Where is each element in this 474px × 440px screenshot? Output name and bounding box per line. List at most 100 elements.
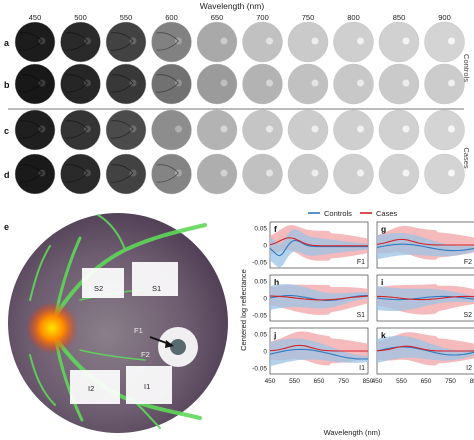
fundus-image	[424, 21, 465, 63]
retina-vessels	[29, 214, 207, 429]
panel-letter-e: e	[4, 222, 9, 232]
fundus-image	[196, 63, 238, 105]
region-label-s1: S1	[152, 284, 161, 293]
cases-mean-line	[376, 345, 474, 352]
fundus-image	[287, 109, 329, 151]
spectrum-panel-f: f F1 0.05 0 -0.05	[252, 221, 369, 269]
fundus-image	[60, 109, 101, 151]
fundus-image	[424, 109, 465, 151]
group-label-controls: Controls	[462, 54, 471, 82]
cases-mean-line	[269, 237, 368, 247]
legend-controls-label: Controls	[324, 209, 352, 218]
row-letter: b	[4, 80, 10, 90]
fovea-arrowhead	[165, 340, 174, 348]
y-tick-label: -0.05	[252, 366, 267, 373]
fundus-image	[378, 63, 420, 105]
x-tick-label: 850	[363, 378, 374, 385]
x-tick-label: 750	[338, 378, 349, 385]
analysis-regions	[70, 262, 178, 404]
fundus-image	[60, 21, 101, 63]
y-tick-label: 0.05	[254, 279, 267, 286]
fovea-center	[170, 339, 186, 355]
y-tick-label: 0.05	[254, 226, 267, 233]
panel-region-label: F2	[464, 259, 472, 266]
region-s1-box	[132, 262, 178, 296]
fundus-image	[333, 109, 374, 151]
legend-cases-label: Cases	[376, 209, 398, 218]
spectrum-panel-j: j I1 0.05 0 -0.05 450 550 650 750 850	[252, 327, 374, 385]
fundus-image	[287, 63, 329, 105]
panel-region-label: F1	[357, 259, 365, 266]
x-tick-label: 650	[421, 378, 432, 385]
fundus-image	[378, 21, 420, 63]
controls-mean-line	[376, 346, 474, 356]
wavelength-label: 700	[256, 13, 269, 22]
controls-mean-line	[269, 239, 368, 257]
fundus-image	[196, 109, 238, 151]
region-s2-box	[82, 268, 124, 298]
spectrum-panel-h: h S1 0.05 0 -0.05	[252, 274, 369, 322]
controls-mean-line	[376, 295, 474, 301]
panel-letter: i	[381, 277, 383, 287]
wavelength-label: 850	[393, 13, 406, 22]
optic-disc	[26, 302, 78, 354]
panel-letter: h	[274, 277, 279, 287]
controls-band	[377, 286, 474, 311]
fundus-image	[378, 153, 420, 195]
x-tick-label: 650	[314, 378, 325, 385]
cases-mean-line	[269, 344, 368, 352]
region-i1-box	[126, 366, 172, 404]
fundus-image	[14, 109, 56, 151]
x-tick-label: 550	[396, 378, 407, 385]
fundus-image	[60, 63, 101, 105]
spectrum-panel-i: i S2	[376, 274, 474, 322]
row-letter: d	[4, 170, 10, 180]
panel-region-label: I2	[466, 365, 472, 372]
wavelength-label: 900	[438, 13, 451, 22]
row-letter: a	[4, 38, 10, 48]
region-label-i2: I2	[88, 384, 94, 393]
panel-letter: k	[381, 330, 386, 340]
wavelength-label: 600	[165, 13, 178, 22]
wavelength-label: 800	[347, 13, 360, 22]
panel-region-label: S1	[356, 312, 365, 319]
controls-mean-line	[269, 348, 369, 360]
x-tick-label: 450	[265, 378, 276, 385]
x-tick-label: 750	[445, 378, 456, 385]
y-tick-label: 0	[263, 243, 267, 250]
fundus-image	[242, 21, 283, 63]
legend: Controls Cases	[308, 209, 398, 218]
fundus-image	[14, 63, 56, 105]
fundus-image	[287, 21, 329, 63]
fundus-image	[196, 21, 238, 63]
fundus-image	[242, 153, 283, 195]
panel-letter: f	[274, 224, 277, 234]
row-letter: c	[4, 126, 9, 136]
region-label-f1: F1	[134, 326, 143, 335]
wavelength-label: 450	[29, 13, 42, 22]
spectrum-panel-g: g F2	[376, 221, 474, 269]
x-tick-label: 450	[372, 378, 383, 385]
fundus-image	[151, 63, 192, 105]
wavelength-header: Wavelength (nm) 450 500 550 600 650 700 750 800…	[29, 1, 451, 22]
wavelength-axis-title: Wavelength (nm)	[200, 1, 265, 11]
x-tick-label: 550	[289, 378, 300, 385]
fundus-image	[242, 63, 283, 105]
fundus-image	[333, 21, 374, 63]
y-axis-label: Centered log reflectance	[239, 269, 248, 351]
fundus-image	[60, 153, 101, 195]
fundus-image	[151, 109, 192, 151]
x-axis-label: Wavelength (nm)	[324, 428, 381, 437]
cases-mean-line	[377, 295, 474, 301]
y-tick-label: 0	[263, 349, 267, 356]
panel-e: e S2 S1 F1 F2 I2 I	[4, 213, 228, 433]
fundus-image	[424, 153, 465, 195]
spectrum-panel-k: k I2 450 550 650 750 850	[372, 327, 474, 385]
fundus-image	[105, 153, 147, 195]
panel-letter: j	[273, 330, 276, 340]
controls-band	[270, 284, 368, 310]
y-tick-label: -0.05	[252, 260, 267, 267]
fundus-image	[14, 153, 56, 195]
y-tick-label: 0	[263, 296, 267, 303]
